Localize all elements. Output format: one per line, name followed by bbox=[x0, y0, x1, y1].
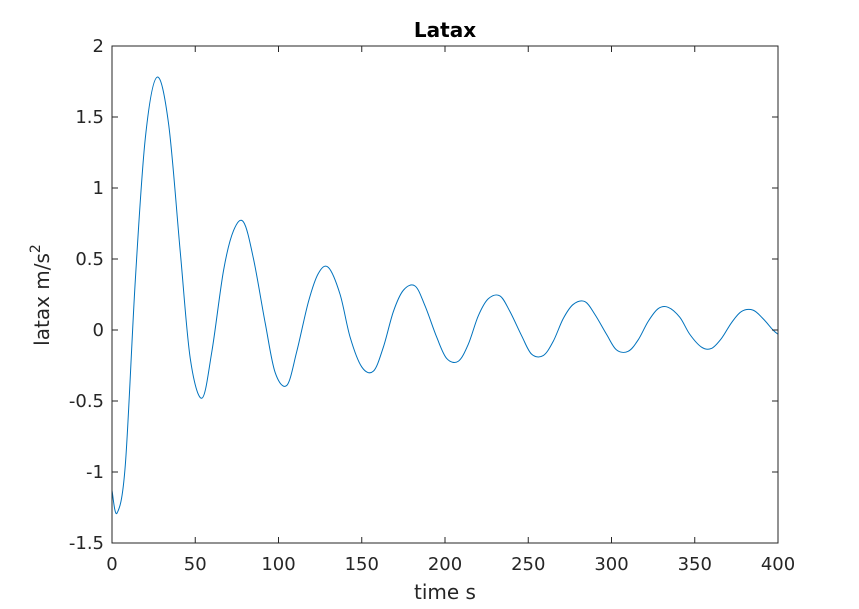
x-tick-label: 300 bbox=[594, 554, 628, 575]
y-tick-label: -1.5 bbox=[69, 533, 104, 554]
y-axis-ticks: -1.5 -1 -0.5 0 0.5 1 1.5 2 bbox=[69, 36, 778, 554]
x-tick-label: 200 bbox=[428, 554, 462, 575]
x-tick-label: 150 bbox=[345, 554, 379, 575]
y-tick-label: 1.5 bbox=[75, 107, 104, 128]
x-tick-label: 50 bbox=[184, 554, 207, 575]
x-axis-ticks: 0 50 100 150 200 250 300 350 400 bbox=[106, 46, 795, 575]
series-line-latax bbox=[111, 76, 779, 515]
y-tick-label: 2 bbox=[93, 36, 104, 57]
x-tick-label: 100 bbox=[261, 554, 295, 575]
y-tick-label: 1 bbox=[93, 178, 104, 199]
y-tick-label: -0.5 bbox=[69, 391, 104, 412]
x-axis-label: time s bbox=[414, 580, 476, 604]
y-tick-label: 0.5 bbox=[75, 249, 104, 270]
y-axis-label-main: latax m/s bbox=[30, 253, 54, 346]
x-tick-label: 250 bbox=[511, 554, 545, 575]
y-tick-label: -1 bbox=[86, 462, 104, 483]
x-tick-label: 0 bbox=[106, 554, 117, 575]
y-tick-label: 0 bbox=[93, 320, 104, 341]
y-axis-label-superscript: 2 bbox=[28, 244, 44, 253]
y-axis-label: latax m/s2 bbox=[28, 244, 54, 346]
x-tick-label: 400 bbox=[761, 554, 795, 575]
x-tick-label: 350 bbox=[678, 554, 712, 575]
chart-title: Latax bbox=[414, 18, 476, 42]
